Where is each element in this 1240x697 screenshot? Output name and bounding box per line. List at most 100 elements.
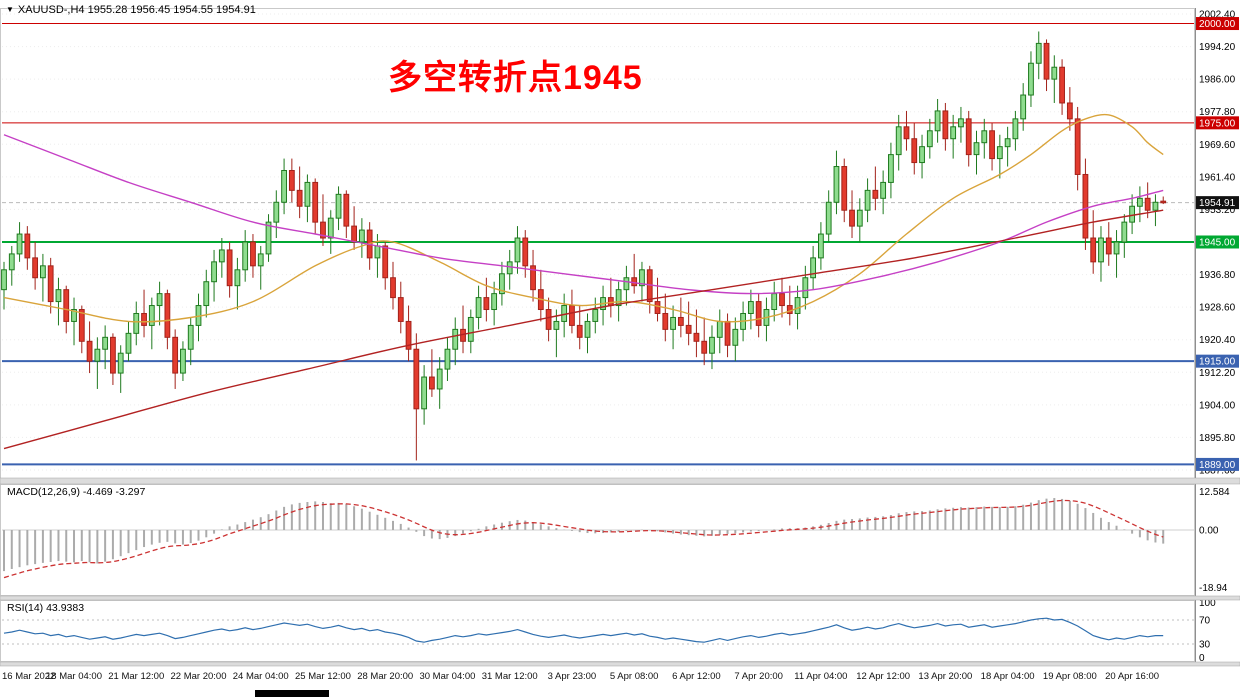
candle xyxy=(895,114,902,171)
macd-signal-line xyxy=(3,499,1164,579)
candle xyxy=(880,170,887,215)
collapse-triangle-icon[interactable]: ▼ xyxy=(6,5,14,14)
candle xyxy=(141,289,147,338)
candle xyxy=(312,178,319,235)
candle xyxy=(996,134,1003,179)
candle xyxy=(841,158,848,223)
candle xyxy=(40,253,46,302)
candle xyxy=(265,214,272,262)
svg-text:1975.00: 1975.00 xyxy=(1199,118,1236,129)
price-badge: 2000.00 xyxy=(1196,17,1239,31)
candle xyxy=(1074,106,1081,191)
candle xyxy=(117,345,124,393)
candle xyxy=(1129,194,1135,235)
candle xyxy=(701,317,708,366)
candle xyxy=(623,265,630,306)
annotation-text[interactable]: 多空转折点1945 xyxy=(388,59,643,97)
candle xyxy=(1028,51,1034,107)
candle xyxy=(981,118,988,159)
time-label: 11 Apr 04:00 xyxy=(794,671,847,682)
macd-axis-label: -18.94 xyxy=(1199,583,1228,594)
candle xyxy=(646,265,653,314)
candle xyxy=(390,261,396,310)
panel-frames xyxy=(0,8,1196,666)
price-tick-label: 1936.80 xyxy=(1199,270,1236,281)
candle xyxy=(522,230,529,278)
candle xyxy=(499,261,505,306)
time-label: 19 Apr 08:00 xyxy=(1043,671,1097,682)
candle xyxy=(926,118,933,159)
candle xyxy=(226,241,233,298)
price-badge: 1915.00 xyxy=(1196,354,1239,368)
ma-darkred xyxy=(3,209,1164,450)
panel-splitter[interactable] xyxy=(0,661,1240,667)
candle xyxy=(903,110,910,151)
time-label: 31 Mar 12:00 xyxy=(482,671,538,682)
price-badges: 2000.00 1975.00 1945.00 1915.00 1889.00 1954.… xyxy=(1196,17,1239,471)
svg-text:1954.91: 1954.91 xyxy=(1199,198,1236,209)
candle xyxy=(989,122,995,171)
candles xyxy=(1,31,1167,461)
candle xyxy=(358,218,365,258)
candle xyxy=(125,321,132,362)
symbol-ohlc-text: XAUUSD-,H4 1955.28 1956.45 1954.55 1954.… xyxy=(17,4,256,16)
candle xyxy=(1098,226,1104,282)
taskbar-fragment xyxy=(255,690,329,697)
candle xyxy=(833,150,840,215)
candle xyxy=(164,289,171,350)
candle xyxy=(436,357,443,409)
time-label: 13 Apr 20:00 xyxy=(918,671,972,682)
price-badge: 1975.00 xyxy=(1196,116,1239,130)
candle xyxy=(273,190,280,239)
candle xyxy=(584,313,591,354)
candle xyxy=(32,241,39,290)
rsi-line xyxy=(3,617,1164,643)
price-badge: 1954.91 xyxy=(1196,196,1239,210)
candle xyxy=(1113,230,1120,278)
candle xyxy=(1059,59,1065,115)
candle xyxy=(600,285,606,326)
candle xyxy=(856,198,863,242)
candle xyxy=(825,190,832,242)
candle xyxy=(716,309,723,354)
candle xyxy=(475,285,482,330)
candle xyxy=(1020,83,1027,131)
svg-text:1889.00: 1889.00 xyxy=(1199,460,1236,471)
candle xyxy=(94,337,101,389)
candle xyxy=(958,106,964,143)
svg-text:1915.00: 1915.00 xyxy=(1199,357,1236,368)
symbol-ohlc-title: ▼ XAUUSD-,H4 1955.28 1956.45 1954.55 195… xyxy=(6,4,256,16)
candle xyxy=(592,297,599,334)
candle xyxy=(677,297,684,338)
candle xyxy=(693,309,700,358)
candle xyxy=(732,317,739,362)
ma-orange xyxy=(3,113,1164,323)
candle xyxy=(965,110,972,167)
panel-splitter[interactable] xyxy=(0,595,1240,601)
candle xyxy=(180,341,186,382)
time-label: 28 Mar 20:00 xyxy=(357,671,413,682)
macd-histogram xyxy=(3,498,1165,572)
time-label: 22 Mar 20:00 xyxy=(171,671,227,682)
panel-splitter[interactable] xyxy=(0,477,1240,485)
candle xyxy=(102,325,109,370)
candle xyxy=(413,333,420,461)
candle xyxy=(133,301,140,346)
candle xyxy=(1090,210,1097,274)
horizontal-lines[interactable] xyxy=(2,23,1194,466)
candle xyxy=(351,206,358,250)
rsi-axis-label: 30 xyxy=(1199,640,1211,651)
time-label: 30 Mar 04:00 xyxy=(419,671,475,682)
candle xyxy=(24,226,31,270)
candle xyxy=(1,261,7,310)
price-tick-label: 1969.60 xyxy=(1199,140,1236,151)
candle xyxy=(1160,196,1167,205)
candle xyxy=(911,122,918,175)
candle xyxy=(950,114,957,159)
macd-label: MACD(12,26,9) -4.469 -3.297 xyxy=(7,486,145,498)
candle xyxy=(514,226,521,274)
candle xyxy=(421,365,428,425)
